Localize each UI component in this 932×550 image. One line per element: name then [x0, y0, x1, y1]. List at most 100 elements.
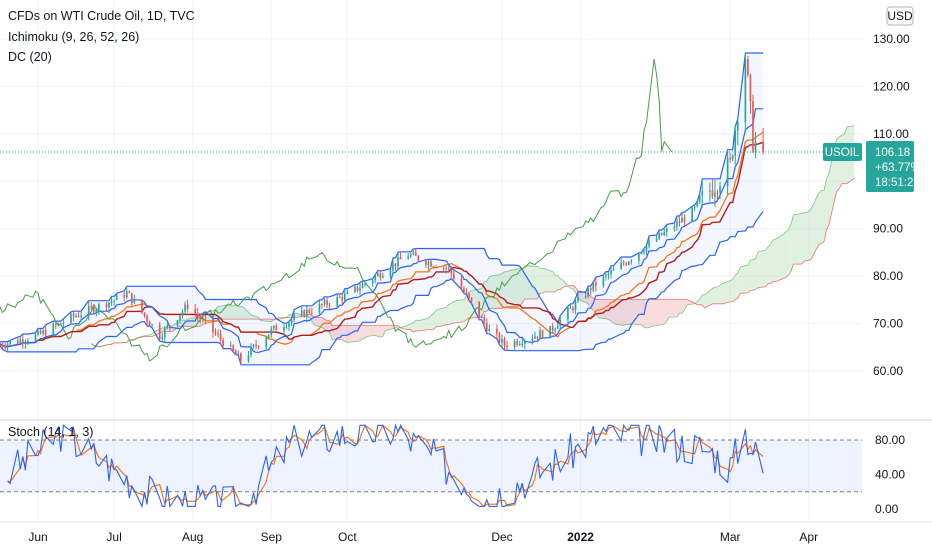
candle: [714, 180, 716, 207]
candle-body: [589, 287, 592, 291]
candle: [128, 290, 131, 294]
candle-body: [285, 326, 288, 328]
cloud-segment: [395, 325, 399, 328]
candle: [158, 321, 161, 342]
candle: [6, 342, 9, 352]
stoch-axis[interactable]: 80.00 40.00 0.00: [875, 433, 905, 516]
candle-body: [290, 319, 293, 323]
cloud-segment: [811, 192, 819, 259]
time-axis-label: Sep: [261, 530, 283, 544]
candle: [70, 311, 72, 326]
candle: [123, 290, 126, 302]
currency-button[interactable]: USD: [886, 6, 914, 26]
time-axis[interactable]: Jun Jul Aug Sep Oct Dec 2022 Mar Apr: [28, 530, 818, 544]
cloud-segment: [349, 325, 358, 343]
candle-body: [232, 345, 235, 351]
candle: [16, 337, 19, 344]
chikou-span: [0, 59, 673, 362]
candle-body: [27, 340, 29, 343]
candle-body: [665, 228, 668, 232]
candle: [734, 126, 737, 165]
candle-body: [394, 263, 397, 267]
candle: [498, 331, 501, 345]
candle-body: [478, 301, 480, 318]
cloud-segment: [791, 214, 794, 272]
candle-body: [141, 299, 143, 313]
candle: [305, 306, 308, 323]
candle: [343, 288, 346, 304]
dc-legend[interactable]: DC (20): [8, 50, 52, 64]
candle: [587, 286, 590, 299]
last-price-tag: USOIL 106.18 +63.77% 18:51:22: [823, 141, 921, 192]
candle: [521, 338, 524, 348]
candle-body: [559, 319, 562, 327]
candle-body: [709, 190, 711, 192]
stoch-axis-label: 40.00: [875, 468, 905, 482]
candle-body: [143, 312, 146, 316]
candle: [620, 256, 622, 270]
cloud-segment: [555, 275, 558, 292]
candle: [678, 216, 681, 227]
candle-body: [414, 252, 417, 256]
candle-body: [34, 334, 37, 341]
ichimoku-legend[interactable]: Ichimoku (9, 26, 52, 26): [8, 30, 139, 44]
candle-body: [485, 323, 488, 332]
candle: [648, 235, 650, 249]
candle: [665, 224, 668, 237]
candle-body: [389, 270, 392, 277]
candle-body: [734, 130, 737, 156]
candle: [186, 299, 189, 313]
time-axis-label: Oct: [338, 530, 357, 544]
candle: [736, 118, 739, 146]
candle: [4, 341, 6, 351]
price-axis[interactable]: 130.00120.00110.00100.0090.0080.0070.006…: [873, 32, 910, 378]
candle-body: [567, 307, 569, 320]
candle-body: [460, 278, 463, 289]
candle-body: [574, 301, 577, 311]
candle: [87, 300, 90, 321]
candle: [275, 323, 278, 331]
cloud-segment: [238, 306, 241, 320]
candle-body: [513, 340, 516, 348]
stoch-legend[interactable]: Stoch (14, 1, 3): [8, 425, 93, 439]
candle-body: [72, 313, 75, 317]
candle: [54, 321, 57, 330]
candlestick-series[interactable]: [0, 52, 764, 365]
candle: [60, 322, 62, 325]
candle-body: [549, 326, 551, 338]
candle: [503, 336, 506, 351]
candle-body: [57, 323, 60, 326]
candle-body: [711, 190, 714, 197]
candle: [234, 348, 237, 355]
candle-body: [186, 304, 189, 310]
candle-body: [303, 310, 306, 317]
candle: [549, 326, 551, 338]
cloud-segment: [664, 299, 667, 325]
candle-body: [70, 313, 72, 323]
candle-body: [678, 221, 681, 223]
cloud-segment: [768, 244, 771, 284]
candle: [589, 286, 592, 296]
candle: [229, 341, 232, 347]
candle-body: [270, 328, 273, 335]
cloud-segment: [380, 325, 383, 338]
cloud-segment: [651, 299, 660, 327]
candle-body: [318, 303, 321, 313]
candle: [34, 332, 37, 342]
candle: [163, 325, 166, 343]
candle: [21, 333, 24, 349]
cloud-segment: [542, 268, 546, 294]
candle-body: [80, 315, 82, 317]
candle: [622, 260, 625, 266]
candle: [567, 306, 569, 325]
cloud-segment: [527, 265, 535, 300]
currency-label: USD: [887, 9, 913, 23]
candle-body: [399, 257, 402, 260]
candle-body: [19, 339, 22, 343]
cloud-segment: [438, 307, 447, 327]
cloud-segment: [720, 283, 723, 304]
candle: [115, 293, 118, 301]
cloud-segment: [750, 259, 753, 291]
candle: [196, 307, 199, 322]
